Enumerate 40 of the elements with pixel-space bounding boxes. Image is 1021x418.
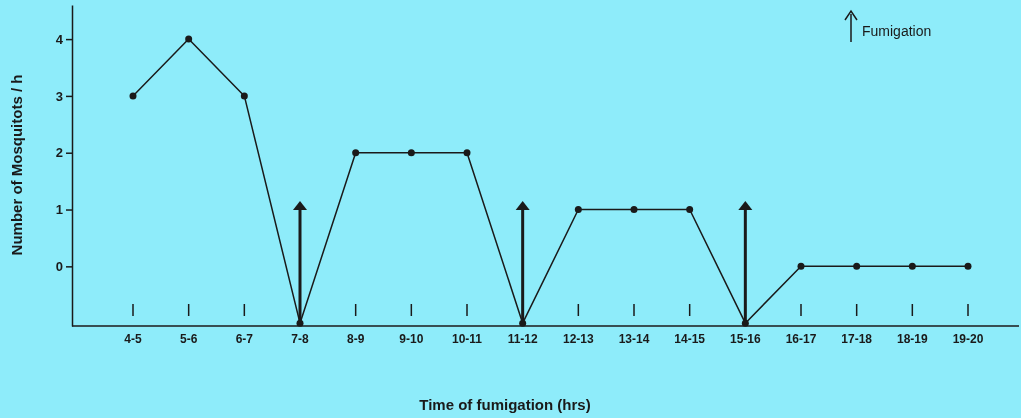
x-tick-label: 6-7 — [235, 332, 254, 346]
x-tick-label: 4-5 — [124, 332, 142, 346]
point — [296, 319, 304, 327]
point — [741, 319, 749, 327]
annotation: Fumigation — [862, 23, 932, 39]
x-tick-label: 8-9 — [346, 332, 365, 346]
x-tick-label: 18-19 — [896, 332, 928, 346]
point — [574, 206, 582, 214]
x-tick-label: 7-8 — [291, 332, 309, 346]
point — [686, 206, 694, 214]
x-tick-label: 5-6 — [179, 332, 198, 346]
point — [240, 92, 248, 100]
point — [185, 35, 193, 43]
y-tick-label: 3 — [55, 88, 63, 104]
x-tick-label: 13-14 — [618, 332, 650, 346]
point — [853, 262, 861, 270]
point — [407, 149, 415, 157]
point — [964, 262, 972, 270]
x-tick-label: 10-11 — [451, 332, 483, 346]
y-axis-title: Number of Mosquitots / h — [8, 74, 25, 256]
x-tick-label: 9-10 — [399, 332, 424, 346]
x-tick-label: 19-20 — [952, 332, 984, 346]
x-axis-title: Time of fumigation (hrs) — [419, 396, 591, 413]
x-tick-label: 12-13 — [562, 332, 594, 346]
x-tick-label: 14-15 — [674, 332, 706, 346]
point — [463, 149, 471, 157]
point — [129, 92, 137, 100]
y-tick-label: 1 — [55, 202, 63, 218]
x-tick-label: 17-18 — [841, 332, 873, 346]
y-tick-label: 2 — [55, 145, 63, 161]
x-tick-label: 15-16 — [729, 332, 761, 346]
point — [352, 149, 360, 157]
point — [908, 262, 916, 270]
point — [797, 262, 805, 270]
y-tick-label: 4 — [55, 31, 64, 47]
x-tick-label: 11-12 — [507, 332, 539, 346]
point — [630, 206, 638, 214]
y-tick-label: 0 — [55, 259, 63, 275]
point — [519, 319, 527, 327]
x-tick-label: 16-17 — [785, 332, 817, 346]
